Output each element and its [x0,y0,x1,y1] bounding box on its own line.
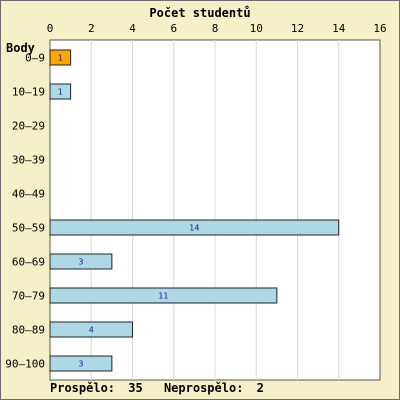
x-tick-label: 6 [170,22,177,35]
y-tick-label: 60–69 [12,256,45,269]
chart-title: Počet studentů [149,6,250,20]
y-tick-label: 30–39 [12,154,45,167]
bar-value-label: 14 [189,224,199,233]
bar-value-label: 3 [78,360,83,369]
y-tick-label: 40–49 [12,188,45,201]
y-axis-ticks: 0–9 10–19 20–29 30–39 40–49 50–59 60–69 70–79 80… [5,52,45,371]
bar-90–100 [49,355,113,372]
y-tick-label: 90–100 [5,358,45,371]
y-tick-label: 0–9 [25,52,45,65]
x-tick-label: 4 [129,22,136,35]
x-tick-label: 0 [47,22,54,35]
bar-80–89 [49,321,133,338]
x-tick-label: 8 [212,22,219,35]
passed-value: 35 [128,381,142,395]
failed-value: 2 [257,381,264,395]
bar-value-label: 1 [58,88,63,97]
bar-50–59 [49,219,340,236]
footer-summary: Prospělo: 35 Neprospělo: 2 [50,381,264,395]
bar-70–79 [49,287,278,304]
x-tick-label: 10 [250,22,263,35]
y-tick-label: 70–79 [12,290,45,303]
x-axis-ticks: 0 2 4 6 8 10 12 14 16 [47,22,387,35]
x-tick-label: 2 [88,22,95,35]
failed-label: Neprospělo: [164,381,243,395]
bar-value-label: 3 [78,258,83,267]
x-tick-label: 16 [373,22,386,35]
bar-value-label: 11 [158,292,168,301]
bar-value-label: 1 [58,54,63,63]
y-tick-label: 80–89 [12,324,45,337]
y-tick-label: 10–19 [12,86,45,99]
bar-value-label: 4 [89,326,94,335]
x-tick-label: 12 [291,22,304,35]
y-tick-label: 20–29 [12,120,45,133]
y-axis-label: Body [6,41,35,55]
x-tick-label: 14 [332,22,346,35]
bar-0–9 [49,49,72,66]
passed-label: Prospělo: [50,381,115,395]
bar-60–69 [49,253,113,270]
bar-10–19 [49,83,72,100]
y-tick-label: 50–59 [12,222,45,235]
